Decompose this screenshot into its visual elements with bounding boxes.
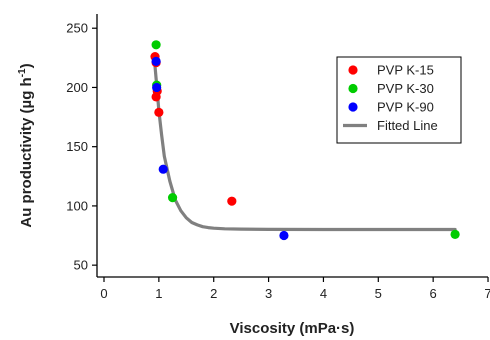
data-point-pvp-k-90 bbox=[152, 82, 162, 93]
y-tick-label: 250 bbox=[66, 21, 88, 36]
x-tick-label: 4 bbox=[320, 286, 327, 301]
data-point-pvp-k-90 bbox=[158, 164, 168, 174]
data-point-pvp-k-15 bbox=[154, 107, 164, 117]
x-tick-label: 6 bbox=[430, 286, 437, 301]
x-tick-label: 1 bbox=[155, 286, 162, 301]
data-point-pvp-k-90 bbox=[151, 56, 161, 66]
data-point-pvp-k-30 bbox=[151, 40, 161, 50]
x-tick-label: 3 bbox=[265, 286, 272, 301]
y-axis-title: Au productivity (µg h-1) bbox=[17, 63, 35, 227]
data-point-pvp-k-30 bbox=[450, 229, 460, 239]
y-tick-label: 200 bbox=[66, 80, 88, 95]
plot-area bbox=[150, 40, 460, 241]
x-tick-label: 0 bbox=[100, 286, 107, 301]
fitted-line bbox=[153, 64, 457, 232]
legend-box bbox=[336, 56, 462, 144]
x-tick-label: 5 bbox=[375, 286, 382, 301]
legend-marker bbox=[348, 65, 358, 75]
legend: PVP K-15 PVP K-30 PVP K-90 Fitted Line bbox=[336, 56, 462, 144]
x-axis-title: Viscosity (mPa·s) bbox=[230, 320, 355, 337]
data-point-pvp-k-30 bbox=[167, 193, 178, 203]
axes: 0 1 2 3 4 5 6 7 50 100 150 200 250 Viscosity (mPa·s) A… bbox=[17, 14, 490, 337]
legend-label: PVP K-30 bbox=[377, 81, 434, 96]
x-tick-label: 2 bbox=[210, 286, 217, 301]
legend-marker bbox=[348, 83, 358, 94]
y-tick-label: 50 bbox=[74, 258, 88, 273]
legend-marker bbox=[348, 102, 358, 112]
y-tick-label: 150 bbox=[66, 139, 88, 154]
x-tick-label: 7 bbox=[484, 286, 490, 301]
y-tick-label: 100 bbox=[66, 198, 88, 213]
data-point-pvp-k-15 bbox=[227, 196, 237, 206]
legend-label: Fitted Line bbox=[377, 118, 438, 133]
legend-label: PVP K-15 bbox=[377, 63, 434, 78]
legend-label: PVP K-90 bbox=[377, 100, 434, 115]
data-point-pvp-k-90 bbox=[279, 230, 289, 241]
